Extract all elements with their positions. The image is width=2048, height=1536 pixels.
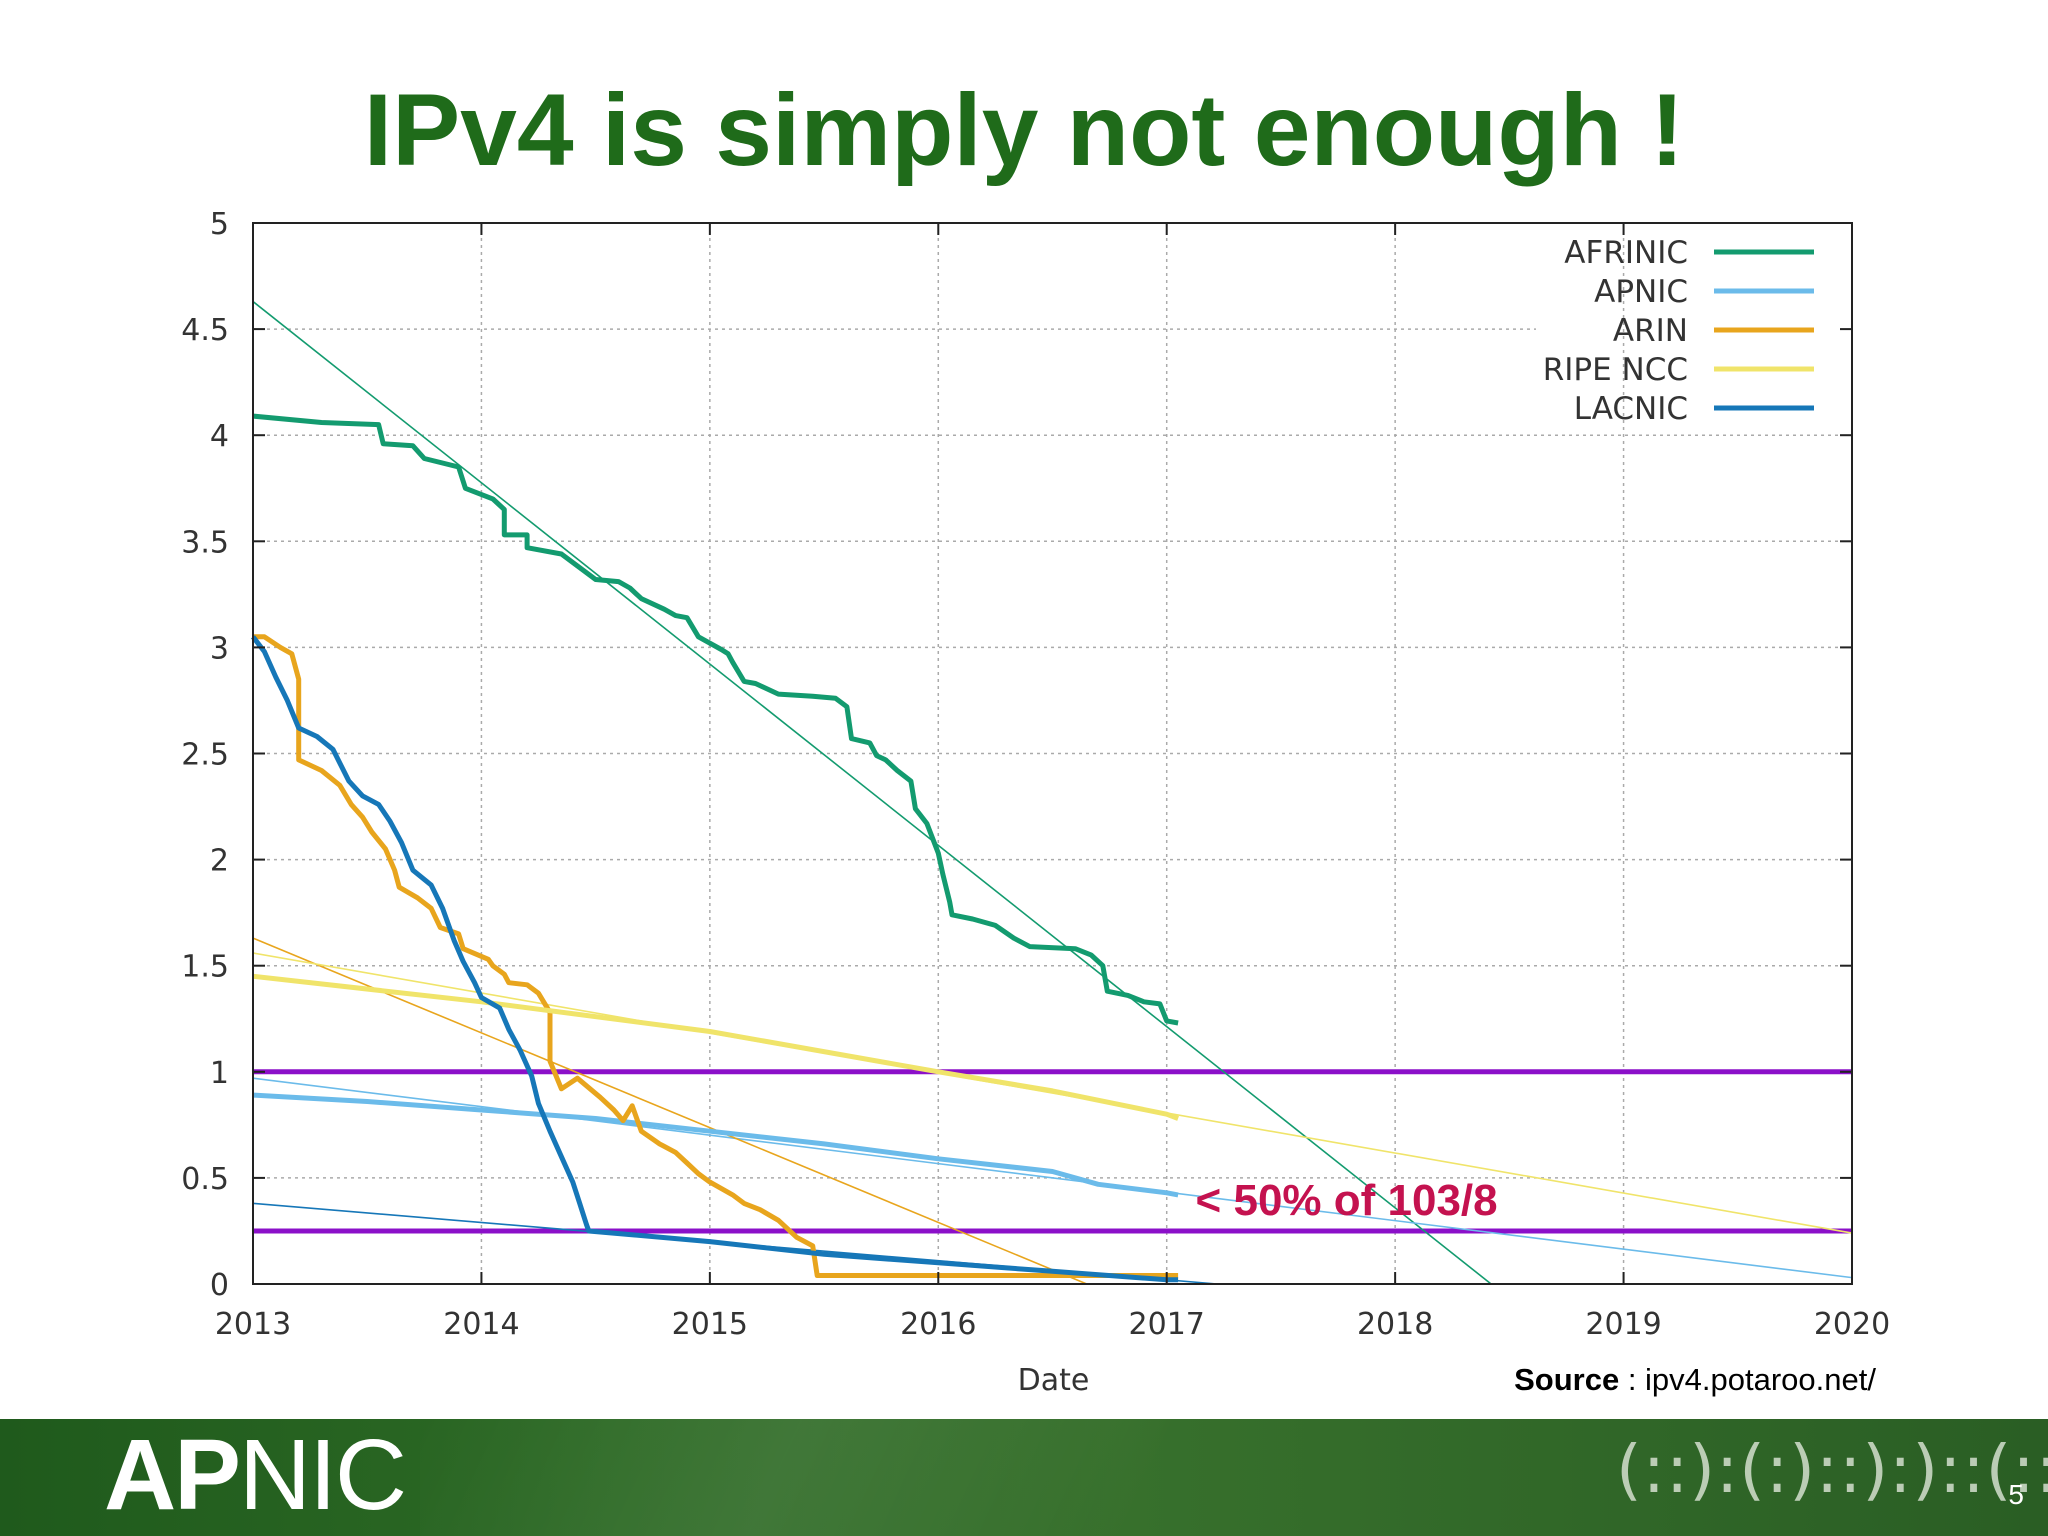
data-series: [251, 413, 1179, 1283]
ripe-series-line: [252, 973, 1179, 1121]
y-tick-label: 0: [210, 1268, 229, 1303]
y-tick-label: 3.5: [181, 525, 229, 560]
ipv4-exhaustion-chart: 2013 2014 2015 2016 2017 2018 2019 2020 0 0.5 1 1.5…: [181, 207, 1890, 1398]
apnic-series-line: [252, 1092, 1179, 1198]
legend-label: LACNIC: [1574, 391, 1688, 427]
page-number: 5: [2008, 1479, 2024, 1510]
grid-lines: [253, 223, 1852, 1284]
x-tick-label: 2020: [1814, 1307, 1890, 1342]
footer-decoration: [420, 1419, 1320, 1536]
x-tick-label: 2018: [1357, 1307, 1433, 1342]
axis-ticks: 2013 2014 2015 2016 2017 2018 2019 2020 0 0.5 1 1.5…: [181, 207, 1890, 1342]
logo-light-part: NIC: [238, 1419, 407, 1531]
x-tick-label: 2014: [443, 1307, 519, 1342]
arin-series-line: [253, 634, 1179, 1278]
y-tick-label: 3: [210, 631, 229, 666]
apnic-logo: APNIC: [104, 1425, 407, 1525]
footer-mark-glyphs: (::):(:)::):)::(::): [1616, 1431, 2048, 1508]
x-tick-label: 2017: [1129, 1307, 1205, 1342]
y-tick-label: 4.5: [181, 313, 229, 348]
x-tick-label: 2015: [672, 1307, 748, 1342]
footer-bar: APNIC (::):(:)::):)::(::) 5: [0, 1419, 2048, 1536]
y-tick-label: 1: [210, 1056, 229, 1091]
x-tick-label: 2013: [215, 1307, 291, 1342]
trend-lines: [252, 300, 1853, 1285]
y-tick-label: 2: [210, 844, 229, 879]
source-citation: Source : ipv4.potaroo.net/: [1514, 1362, 1876, 1398]
x-tick-label: 2019: [1585, 1307, 1661, 1342]
legend-label: APNIC: [1594, 274, 1688, 310]
annotation-label: < 50% of 103/8: [1196, 1176, 1498, 1225]
lacnic-series-line: [251, 635, 1179, 1283]
slide-title: IPv4 is simply not enough !: [363, 73, 1685, 187]
afrinic-series-line: [252, 413, 1179, 1026]
y-tick-label: 2.5: [181, 738, 229, 773]
source-separator: :: [1619, 1362, 1646, 1397]
x-tick-label: 2016: [900, 1307, 976, 1342]
legend-label: RIPE NCC: [1543, 352, 1688, 388]
x-axis-label: Date: [1018, 1363, 1090, 1398]
legend-label: AFRINIC: [1564, 235, 1688, 271]
arin-trend-line: [252, 937, 1088, 1285]
legend-label: ARIN: [1613, 313, 1688, 349]
reference-lines: [253, 1069, 1852, 1234]
logo-bold-part: AP: [104, 1419, 241, 1531]
y-tick-label: 4: [210, 419, 229, 454]
y-tick-label: 0.5: [181, 1162, 229, 1197]
y-tick-label: 5: [210, 207, 229, 242]
y-tick-label: 1.5: [181, 950, 229, 985]
source-label: Source: [1514, 1362, 1620, 1397]
source-url: ipv4.potaroo.net/: [1645, 1362, 1876, 1397]
